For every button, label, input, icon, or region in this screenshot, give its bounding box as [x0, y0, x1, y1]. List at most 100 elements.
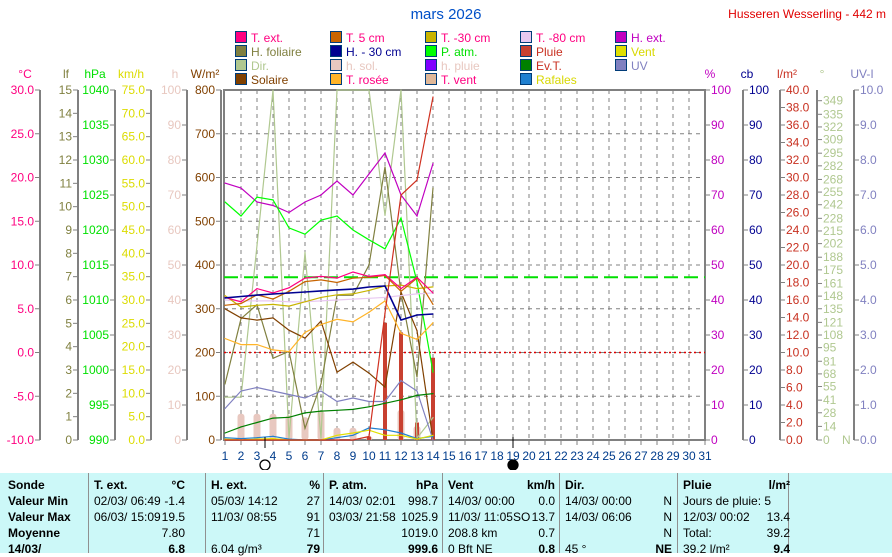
data-point	[368, 286, 370, 288]
axis-tick-label: 25.0	[122, 316, 146, 330]
axis-tick-label: 2.0	[786, 416, 803, 430]
legend-swatch	[235, 45, 247, 57]
data-point	[416, 338, 418, 340]
table-cell-label: 208.8 km	[448, 526, 498, 540]
data-point	[288, 439, 290, 441]
data-point	[384, 434, 386, 436]
axis-tick-label: 0	[208, 433, 215, 447]
axis-tick-label: 100	[711, 83, 731, 97]
axis-tick-label: 1040	[82, 83, 109, 97]
data-point	[400, 284, 402, 286]
axis-title-lf: lf	[63, 67, 70, 81]
axis-tick-label: 300	[195, 302, 215, 316]
data-point	[256, 437, 258, 439]
axis-tick-label: 309	[823, 133, 843, 147]
data-point	[416, 390, 418, 392]
data-point	[224, 299, 226, 301]
data-point	[304, 281, 306, 283]
legend-item: T. 5 cm	[330, 31, 385, 45]
axis-tick-label: 800	[195, 83, 215, 97]
axis-tick-label: 215	[823, 224, 843, 238]
column-unit: %	[309, 478, 320, 492]
column-title: P. atm.	[329, 478, 367, 492]
data-point	[384, 429, 386, 431]
data-point	[368, 311, 370, 313]
axis-bottom-label: N	[842, 433, 851, 447]
table-cell-value: 79	[306, 542, 320, 556]
data-point	[352, 293, 354, 295]
series-ev-t	[224, 393, 434, 434]
axis-tick-label: 13	[59, 130, 73, 144]
axis-tick-label: 10	[711, 398, 725, 412]
axis-tick-label: 2.0	[860, 363, 877, 377]
axis-tick-label: 65.0	[122, 130, 146, 144]
x-tick-label: 22	[554, 449, 568, 463]
column-unit: l/m²	[768, 478, 790, 492]
axis-title-kmh: km/h	[118, 67, 144, 81]
axis-tick-label: 16.0	[786, 293, 810, 307]
legend-item: P. atm.	[425, 45, 477, 59]
axis-tick-label: 20	[711, 363, 725, 377]
table-cell-label: 03/03/ 21:58	[329, 510, 396, 524]
bar-h-sol	[253, 413, 261, 440]
table-cell-label: 06/03/ 15:09	[94, 510, 161, 524]
axis-title-lm2: l/m²	[777, 67, 797, 81]
data-point	[256, 319, 258, 321]
axis-tick-label: 1020	[82, 223, 109, 237]
data-point	[336, 289, 338, 291]
x-tick-label: 12	[394, 449, 408, 463]
data-point	[416, 330, 418, 332]
legend-item: Vent	[615, 45, 655, 59]
axis-tick-label: 100	[749, 83, 769, 97]
table-cell-label: 39.2 l/m²	[683, 542, 730, 556]
data-point	[416, 394, 418, 396]
axis-tick-label: 10.0	[122, 386, 146, 400]
data-point	[320, 290, 322, 292]
data-point	[416, 293, 418, 295]
legend-label: H. ext.	[631, 31, 666, 45]
data-point	[368, 372, 370, 374]
axis-tick-label: 1010	[82, 293, 109, 307]
axis-tick-label: 8.0	[860, 153, 877, 167]
data-point	[224, 297, 226, 299]
data-point	[432, 162, 434, 165]
table-cell-label: 12/03/ 00:02	[683, 510, 750, 524]
x-tick-label: 25	[602, 449, 616, 463]
axis-tick-label: 80	[168, 153, 182, 167]
axis-title-pct: %	[705, 67, 716, 81]
data-point	[384, 285, 386, 287]
axis-tick-label: 60	[711, 223, 725, 237]
data-point	[224, 304, 226, 306]
legend-item: Ev.T.	[520, 59, 562, 73]
series-line-rafales	[224, 427, 434, 441]
data-point	[368, 239, 370, 241]
legend-swatch	[330, 73, 342, 85]
row-header: Valeur Max	[8, 510, 71, 524]
axis-tick-label: 400	[195, 258, 215, 272]
data-point	[336, 371, 338, 373]
table-cell-value: NE	[655, 542, 672, 556]
table-cell-value: 7.80	[161, 526, 185, 540]
data-point	[384, 300, 386, 302]
axis-tick-label: 5.0	[128, 410, 145, 424]
axis-tick-label: 700	[195, 127, 215, 141]
data-point	[320, 320, 322, 322]
data-point	[256, 438, 258, 440]
data-point	[224, 337, 226, 340]
x-tick-label: 4	[270, 449, 277, 463]
axis-tick-label: 14	[59, 106, 73, 120]
legend-swatch	[330, 59, 342, 71]
axis-tick-label: 0	[749, 433, 756, 447]
series-h-30-cm	[224, 285, 434, 321]
legend-item: T. -30 cm	[425, 31, 490, 45]
x-tick-label: 18	[490, 449, 504, 463]
data-point	[256, 300, 258, 302]
axis-tick-label: 60	[749, 223, 763, 237]
legend-swatch	[615, 59, 627, 71]
legend-label: T. -80 cm	[536, 31, 586, 45]
legend-swatch	[520, 73, 532, 85]
axis-tick-label: 22.0	[786, 241, 810, 255]
column-unit: hPa	[415, 478, 438, 492]
legend-item: T. ext.	[235, 31, 283, 45]
data-point	[320, 296, 322, 298]
